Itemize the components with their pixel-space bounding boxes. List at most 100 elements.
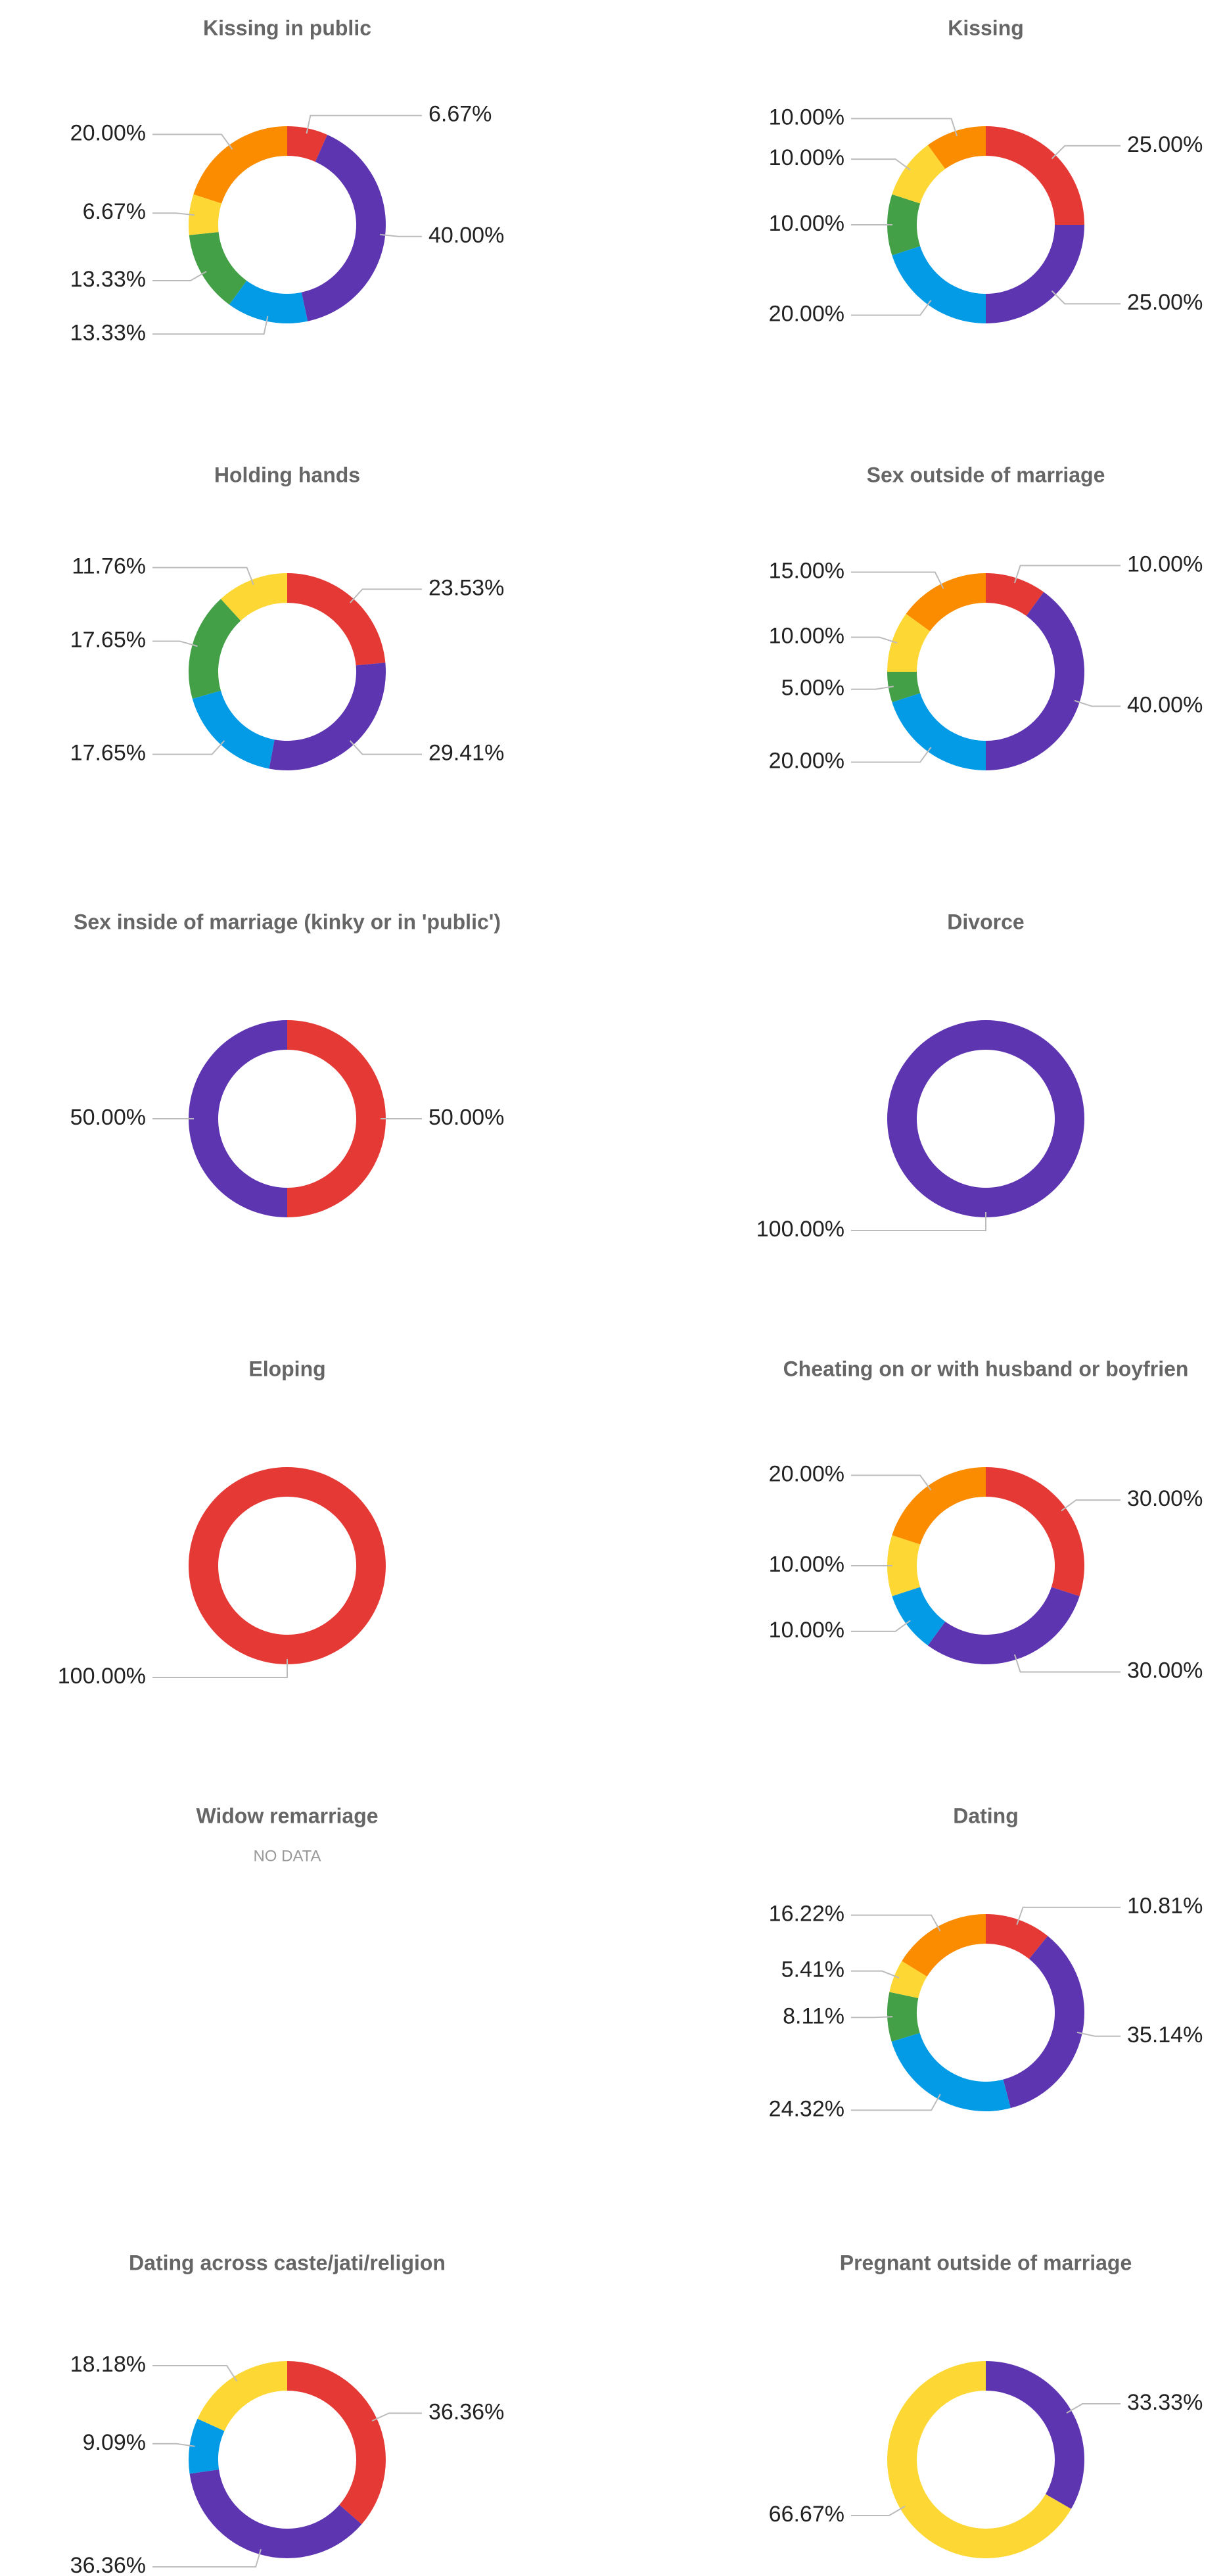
data-label: 30.00%	[1127, 1658, 1203, 1683]
leader-line	[851, 686, 894, 690]
leader-line	[1013, 1654, 1121, 1673]
data-label: 5.00%	[781, 676, 844, 701]
data-label: 18.18%	[70, 2352, 146, 2377]
data-label: 15.00%	[769, 559, 844, 584]
donut-segment	[887, 2361, 1071, 2558]
data-label: 17.65%	[70, 741, 146, 766]
leader-line	[851, 300, 932, 316]
data-label: 20.00%	[769, 302, 844, 327]
donut-segment	[197, 2361, 287, 2431]
data-label: 11.76%	[72, 553, 146, 578]
data-label: 20.00%	[769, 749, 844, 774]
data-label: 13.33%	[70, 267, 146, 292]
data-label: 10.00%	[769, 1552, 844, 1577]
leader-line	[851, 1212, 986, 1231]
leader-line	[152, 271, 207, 282]
donut-segment	[287, 2361, 386, 2525]
donut-segment	[193, 126, 287, 204]
donut-segment	[192, 690, 275, 769]
leader-line	[851, 1620, 911, 1632]
data-label: 35.14%	[1127, 2023, 1203, 2048]
chart-title: Kissing in public	[203, 16, 371, 39]
donut-segment	[986, 225, 1084, 323]
data-label: 100.00%	[756, 1217, 844, 1242]
data-label: 17.65%	[70, 627, 146, 652]
data-label: 6.67%	[83, 199, 146, 224]
donut-segment	[892, 145, 946, 204]
leader-line	[1066, 2402, 1121, 2414]
donut-segment	[188, 599, 241, 699]
data-label: 9.09%	[83, 2430, 146, 2455]
leader-line	[851, 2094, 941, 2111]
leader-line	[152, 567, 254, 585]
donut-segment	[892, 693, 986, 770]
leader-line	[306, 114, 422, 134]
data-label: 40.00%	[428, 223, 504, 248]
leader-line	[152, 740, 225, 755]
donut-segment	[887, 613, 931, 672]
leader-line	[349, 740, 422, 755]
donut-segment	[986, 2361, 1085, 2509]
donut-segment	[892, 246, 986, 323]
donut-segment	[887, 1535, 921, 1597]
chart-title: Cheating on or with husband or boyfrien	[783, 1357, 1189, 1380]
donut-segment	[287, 573, 386, 666]
leader-line	[152, 212, 195, 216]
data-label: 8.11%	[783, 2003, 844, 2028]
data-label: 50.00%	[70, 1105, 146, 1130]
donut-segment	[986, 573, 1044, 617]
chart-title: Divorce	[947, 910, 1024, 933]
chart-title: Holding hands	[214, 463, 360, 486]
data-label: 10.00%	[769, 145, 844, 170]
data-label: 100.00%	[58, 1664, 146, 1689]
donut-segment	[189, 231, 247, 305]
data-label: 10.00%	[769, 105, 844, 129]
leader-line	[851, 2506, 906, 2517]
data-label: 25.00%	[1127, 132, 1203, 157]
chart-title: Pregnant outside of marriage	[840, 2251, 1132, 2274]
leader-line	[851, 118, 958, 137]
chart-title: Sex outside of marriage	[867, 463, 1105, 486]
leader-line	[851, 158, 911, 171]
data-label: 16.22%	[769, 1902, 844, 1927]
leader-line	[851, 1474, 932, 1491]
donut-segment	[269, 663, 386, 770]
donut-segment	[189, 2418, 225, 2474]
chart-title: Sex inside of marriage (kinky or in 'pub…	[74, 910, 501, 933]
chart-title: Dating	[953, 1804, 1019, 1827]
data-label: 30.00%	[1127, 1486, 1203, 1511]
leader-line	[152, 640, 198, 647]
data-label: 10.00%	[769, 1618, 844, 1643]
data-label: 20.00%	[70, 120, 146, 145]
donut-segment	[189, 1020, 287, 1217]
donut-segment	[927, 1587, 1080, 1664]
donut-segment	[986, 126, 1084, 225]
leader-line	[1074, 699, 1121, 707]
leader-line	[1061, 1499, 1121, 1512]
chart-title: Eloping	[248, 1357, 325, 1380]
leader-line	[851, 571, 944, 589]
leader-line	[349, 588, 422, 603]
donut-segment	[220, 573, 287, 621]
data-label: 6.67%	[428, 102, 492, 127]
donut-segment	[986, 1914, 1048, 1959]
leader-line	[380, 233, 422, 237]
donut-segment	[892, 1587, 946, 1646]
data-label: 40.00%	[1127, 693, 1203, 718]
leader-line	[1051, 290, 1121, 305]
donut-segment	[189, 194, 222, 235]
leader-line	[1051, 145, 1121, 160]
leader-line	[152, 316, 269, 335]
leader-line	[371, 2412, 422, 2422]
donut-segment	[189, 2469, 362, 2558]
donut-segment	[892, 1467, 986, 1545]
data-label: 5.41%	[781, 1957, 844, 1982]
data-label: 50.00%	[428, 1105, 504, 1130]
data-label: 29.41%	[428, 741, 504, 766]
donut-segment	[902, 1914, 986, 1977]
leader-line	[152, 1659, 288, 1678]
leader-line	[1013, 565, 1121, 584]
leader-line	[851, 747, 932, 763]
data-label: 24.32%	[769, 2096, 844, 2121]
